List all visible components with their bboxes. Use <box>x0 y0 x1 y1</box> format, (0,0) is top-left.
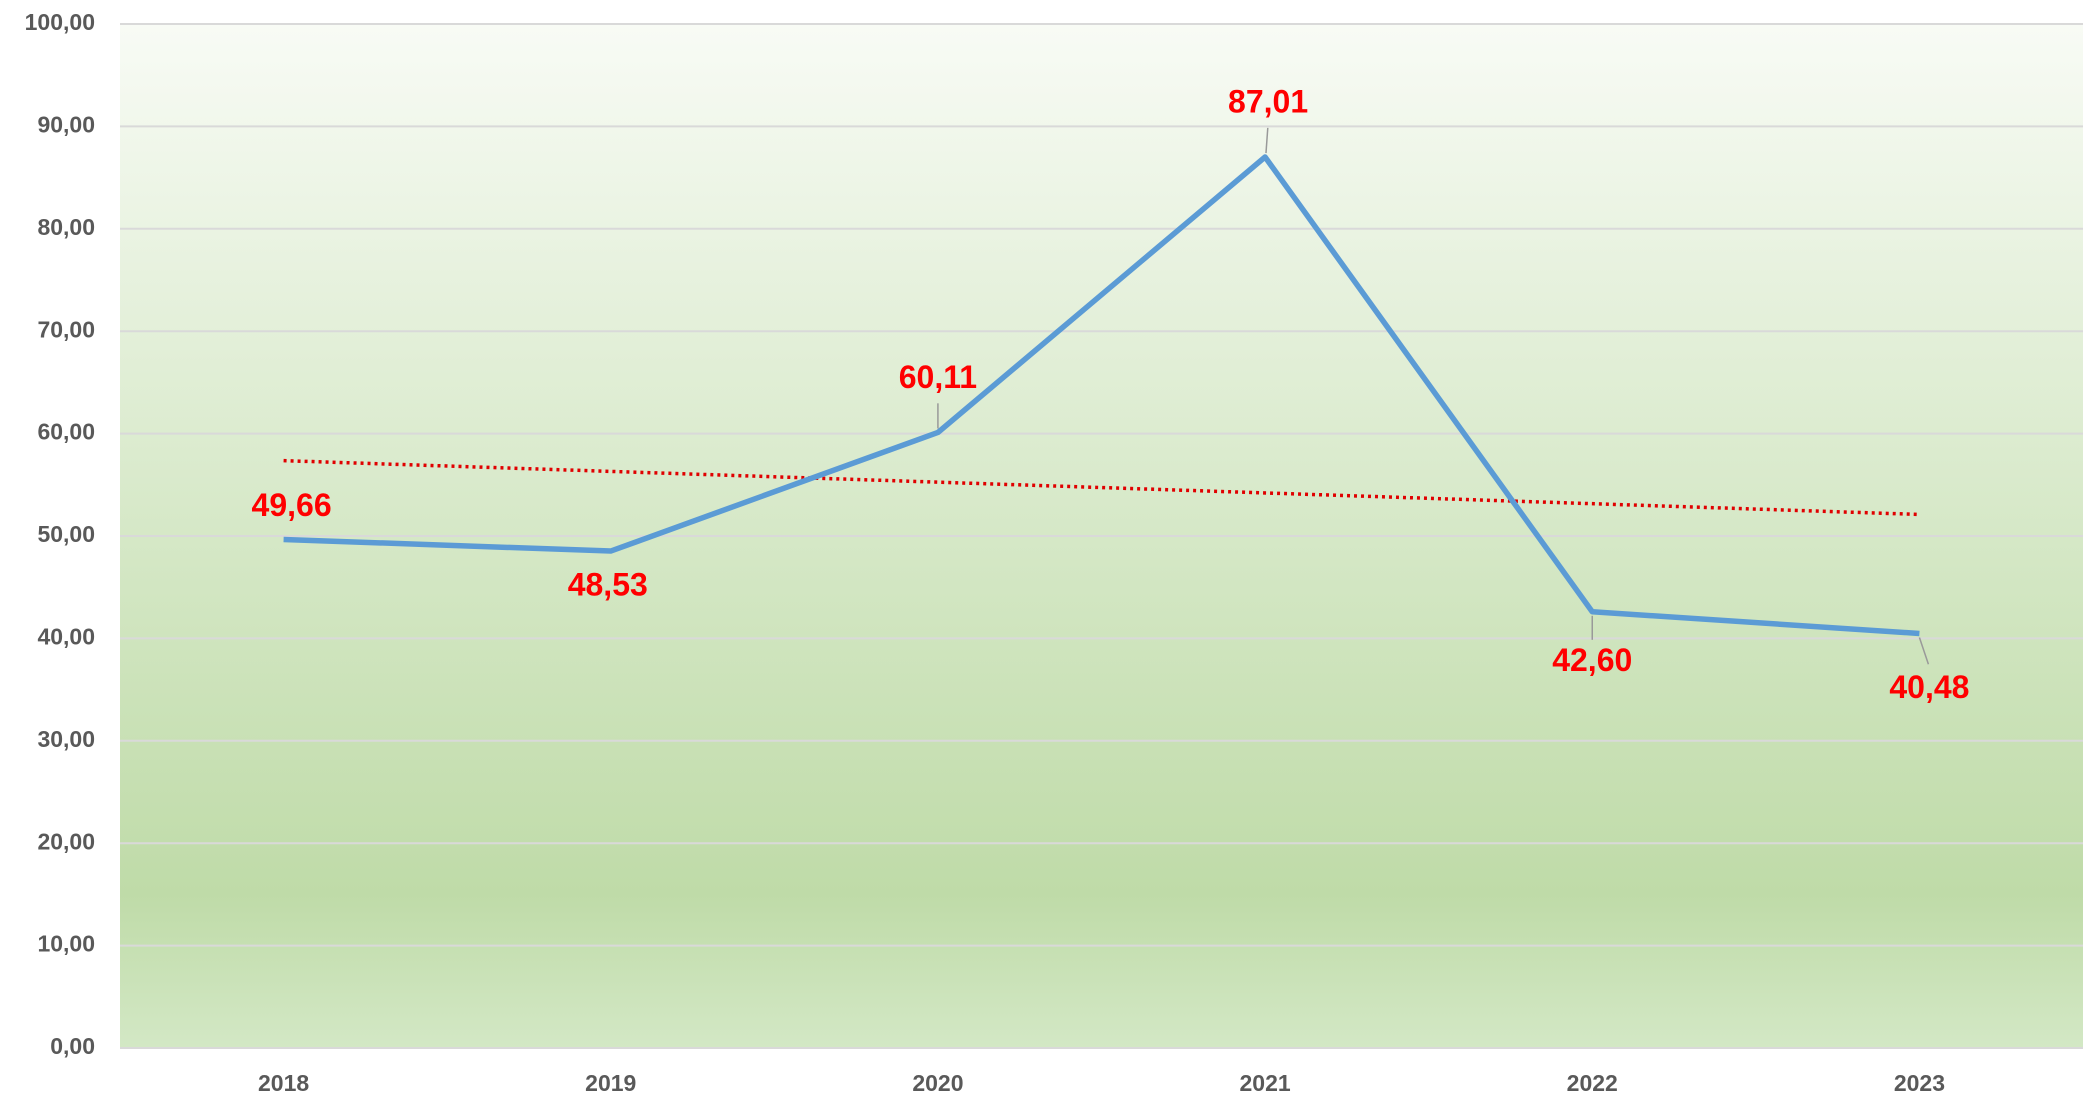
data-label: 87,01 <box>1228 83 1308 119</box>
x-tick-label: 2023 <box>1894 1070 1945 1094</box>
y-tick-label: 60,00 <box>37 419 95 445</box>
data-label: 42,60 <box>1552 642 1632 678</box>
x-tick-label: 2021 <box>1239 1070 1290 1094</box>
data-line <box>283 154 1920 637</box>
y-tick-label: 50,00 <box>37 521 95 547</box>
y-tick-label: 0,00 <box>50 1033 95 1059</box>
leader-line <box>1265 127 1269 154</box>
data-label: 40,48 <box>1889 669 1969 705</box>
data-label: 48,53 <box>568 567 648 603</box>
x-tick-label: 2022 <box>1567 1070 1618 1094</box>
data-label: 60,11 <box>899 359 977 395</box>
y-tick-label: 30,00 <box>37 726 95 752</box>
y-tick-label: 90,00 <box>37 111 95 137</box>
x-tick-label: 2019 <box>585 1070 636 1094</box>
y-tick-label: 70,00 <box>37 316 95 342</box>
y-tick-label: 40,00 <box>37 623 95 649</box>
x-tick-label: 2018 <box>258 1070 309 1094</box>
y-tick-label: 20,00 <box>37 828 95 854</box>
data-label: 49,66 <box>252 487 332 523</box>
y-tick-label: 10,00 <box>37 931 95 957</box>
y-tick-label: 100,00 <box>25 9 95 35</box>
x-tick-label: 2020 <box>912 1070 963 1094</box>
leader-line <box>1918 637 1930 665</box>
y-tick-label: 80,00 <box>37 214 95 240</box>
